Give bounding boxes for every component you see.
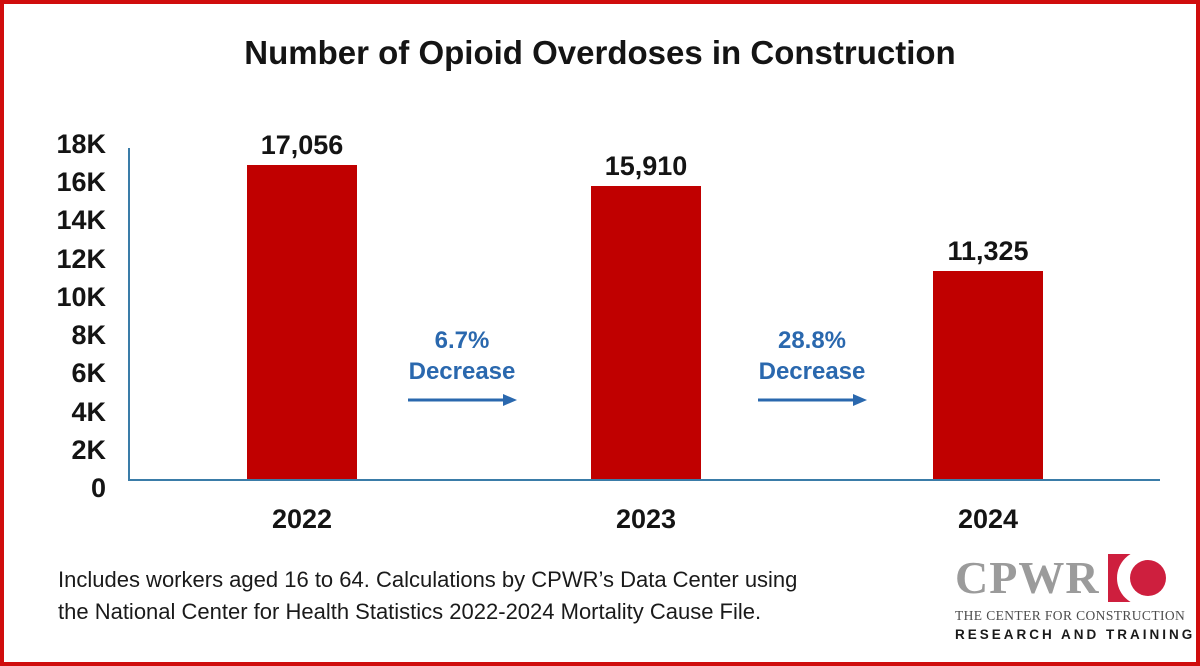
cpwr-bracket-shape bbox=[1107, 554, 1132, 602]
cpwr-circle-shape bbox=[1129, 560, 1166, 596]
annotation-percent: 6.7% bbox=[434, 327, 490, 354]
x-axis-line bbox=[128, 479, 1160, 481]
annotation-percent: 28.8% bbox=[777, 327, 847, 354]
y-tick-label: 8K bbox=[71, 320, 106, 351]
y-axis-line bbox=[128, 148, 130, 479]
cpwr-logo-row: CPWR bbox=[955, 552, 1166, 603]
x-axis-label-2023: 2023 bbox=[615, 504, 677, 534]
y-tick-label: 14K bbox=[56, 205, 106, 236]
y-tick-label: 12K bbox=[56, 243, 106, 274]
annotation-decrease-2023-2024: 28.8% Decrease bbox=[712, 326, 912, 407]
y-axis-tick-labels: 18K 16K 14K 12K 10K 8K 6K 4K 2K 0 bbox=[20, 129, 106, 503]
footnote-line-1: Includes workers aged 16 to 64. Calculat… bbox=[58, 567, 798, 592]
footnote-line-2: the National Center for Health Statistic… bbox=[58, 599, 762, 624]
x-axis-label-2022: 2022 bbox=[271, 504, 333, 534]
bar-2023 bbox=[591, 186, 701, 479]
bar-2024 bbox=[933, 271, 1043, 479]
annotation-word: Decrease bbox=[408, 358, 516, 385]
x-axis-label-2024: 2024 bbox=[957, 504, 1019, 534]
annotation-word: Decrease bbox=[758, 358, 866, 385]
decrease-arrow-icon bbox=[408, 394, 517, 406]
y-tick-label: 4K bbox=[71, 396, 106, 427]
bar-2022 bbox=[247, 165, 357, 479]
source-footnote: Includes workers aged 16 to 64. Calculat… bbox=[58, 564, 918, 628]
bar-value-label: 17,056 bbox=[260, 130, 344, 160]
chart-title: Number of Opioid Overdoses in Constructi… bbox=[244, 34, 956, 71]
cpwr-logo-wordmark: CPWR bbox=[955, 552, 1100, 603]
y-tick-label: 6K bbox=[71, 358, 106, 389]
bar-group-2024: 11,325 bbox=[908, 236, 1068, 479]
y-tick-label: 10K bbox=[56, 281, 106, 312]
decrease-arrow-icon bbox=[758, 394, 867, 406]
cpwr-logo-mark-icon bbox=[1107, 554, 1166, 602]
bar-value-label: 15,910 bbox=[604, 151, 688, 181]
cpwr-tagline-1: THE CENTER FOR CONSTRUCTION bbox=[955, 608, 1186, 623]
bar-value-label: 11,325 bbox=[947, 236, 1029, 266]
y-tick-label: 18K bbox=[56, 129, 106, 159]
annotation-decrease-2022-2023: 6.7% Decrease bbox=[362, 326, 562, 407]
bar-group-2023: 15,910 bbox=[566, 151, 726, 479]
bar-group-2022: 17,056 bbox=[222, 130, 382, 479]
cpwr-logo: CPWR THE CENTER FOR CONSTRUCTION RESEARC… bbox=[955, 552, 1196, 643]
y-tick-label: 16K bbox=[56, 167, 106, 198]
cpwr-tagline-2: RESEARCH AND TRAINING bbox=[955, 627, 1196, 642]
y-tick-label: 2K bbox=[71, 434, 106, 465]
y-tick-label: 0 bbox=[90, 472, 106, 503]
